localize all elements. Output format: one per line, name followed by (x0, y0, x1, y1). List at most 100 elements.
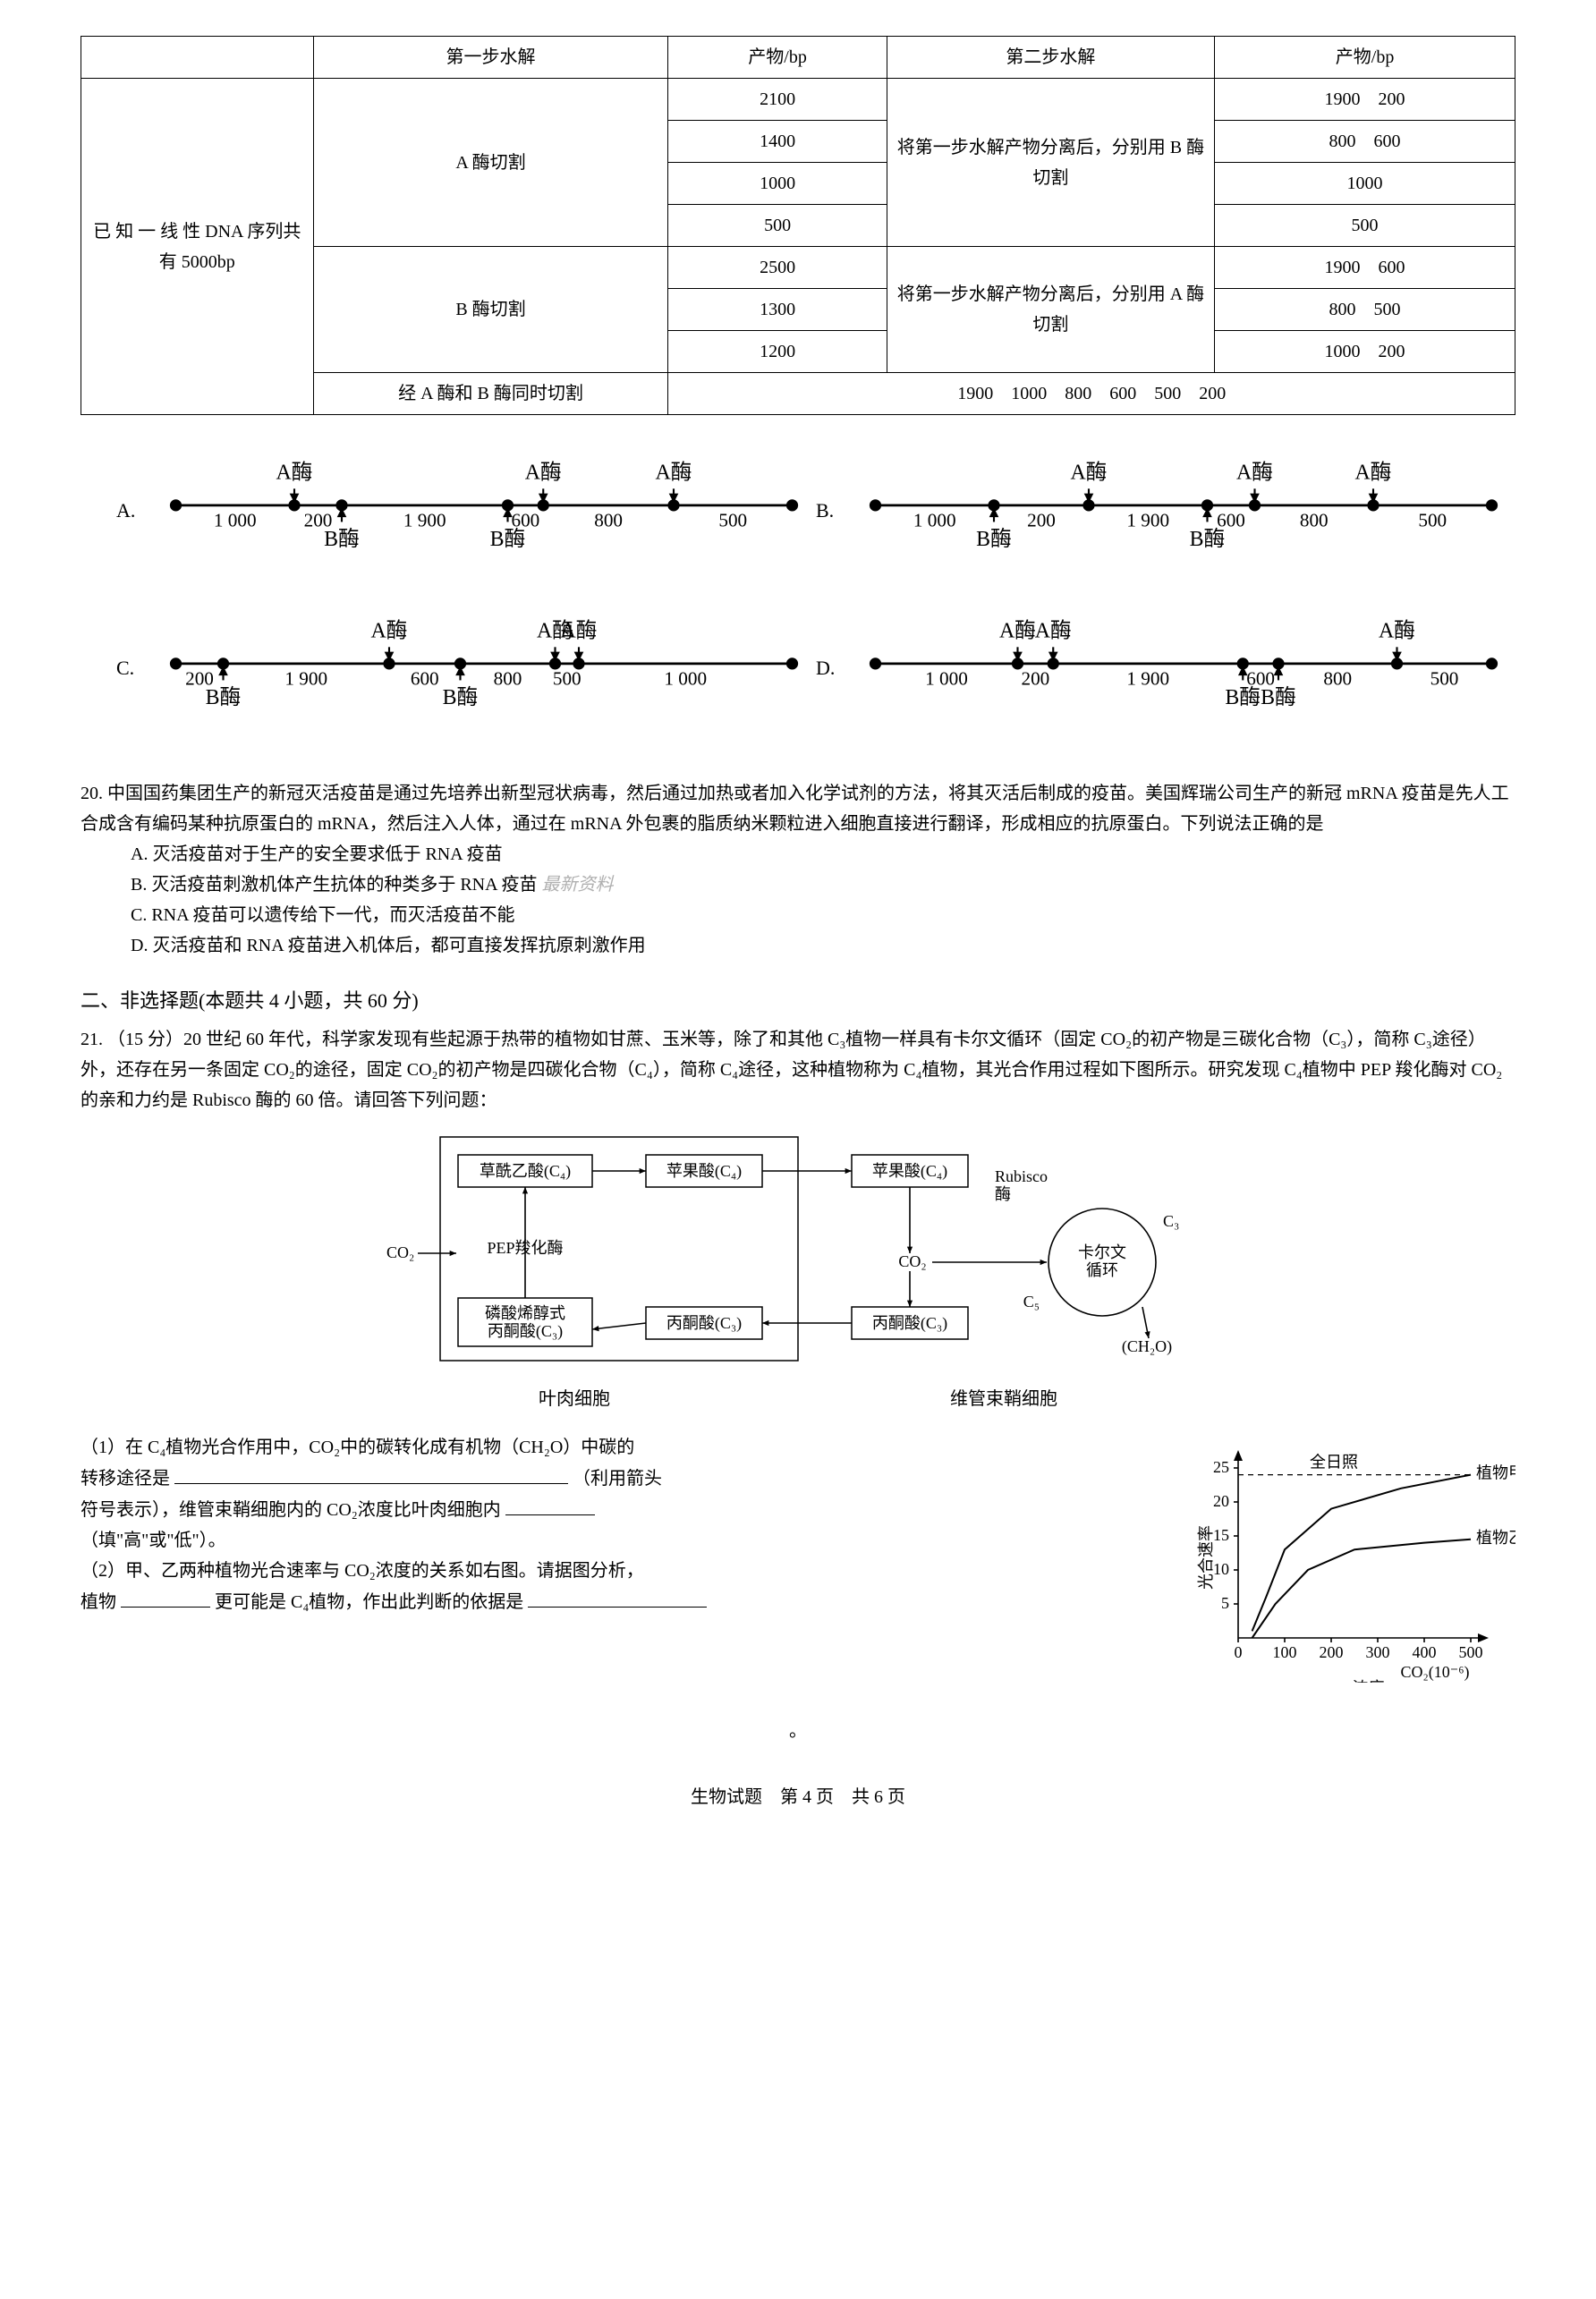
diagram-label: B. (816, 494, 852, 527)
svg-text:600: 600 (1246, 667, 1275, 689)
th-blank (81, 37, 314, 79)
q20-B: B. 灭活疫苗刺激机体产生抗体的种类多于 RNA 疫苗 最新资料 (131, 870, 1515, 900)
svg-text:A酶: A酶 (1070, 461, 1107, 485)
svg-text:100: 100 (1273, 1643, 1297, 1661)
c4-cap-right: 维管束鞘细胞 (950, 1384, 1057, 1414)
blank-pathway (174, 1463, 568, 1484)
svg-text:B酶: B酶 (443, 685, 479, 709)
svg-text:全日照: 全日照 (1310, 1453, 1358, 1471)
svg-text:0: 0 (1235, 1643, 1243, 1661)
svg-text:B酶: B酶 (976, 527, 1012, 551)
diagram-svg: A酶A酶A酶B酶B酶2001 9006008005001 000 (152, 598, 816, 739)
svg-text:1 000: 1 000 (925, 667, 968, 689)
svg-text:1 900: 1 900 (284, 667, 327, 689)
enzyme-map-options: A. A酶 A酶 A酶 B酶 B酶 1 000 200 1 900 600 800 500 B. A酶 A酶… (116, 440, 1515, 757)
q20-C: C. RNA 疫苗可以遗传给下一代，而灭活疫苗不能 (131, 900, 1515, 930)
b-p2-1: 800 500 (1215, 289, 1515, 331)
watermark-2: 最新资料 (541, 875, 613, 895)
svg-text:苹果酸(C₄): 苹果酸(C₄) (666, 1162, 742, 1181)
question-20: 20. 中国国药集团生产的新冠灭活疫苗是通过先培养出新型冠状病毒，然后通过加热或… (81, 778, 1515, 961)
q21-1b: 转移途径是 (81, 1469, 170, 1489)
svg-text:C₃: C₃ (1163, 1212, 1179, 1230)
svg-text:CO₂浓度: CO₂浓度 (1324, 1679, 1384, 1683)
svg-text:600: 600 (411, 667, 439, 689)
section-2-title: 二、非选择题(本题共 4 小题，共 60 分) (81, 984, 1515, 1017)
svg-text:800: 800 (494, 667, 522, 689)
svg-text:Rubisco: Rubisco (995, 1167, 1048, 1185)
q21-1c: （利用箭头 (573, 1469, 662, 1489)
c4-cap-left: 叶肉细胞 (539, 1384, 610, 1414)
b-p2-2: 1000 200 (1215, 331, 1515, 373)
svg-text:200: 200 (1027, 510, 1056, 531)
q21-text: （15 分）20 世纪 60 年代，科学家发现有些起源于热带的植物如甘蔗、玉米等… (81, 1030, 1502, 1110)
q21-1a: （1）在 C₄植物光合作用中，CO₂中的碳转化成有机物（CH₂O）中碳的 (81, 1438, 634, 1457)
a-p2-3: 500 (1215, 205, 1515, 247)
q21-1d: 符号表示），维管束鞘细胞内的 CO₂浓度比叶肉细胞内 (81, 1500, 501, 1520)
diagram-option-C: C.A酶A酶A酶B酶B酶2001 9006008005001 000 (116, 598, 816, 739)
svg-text:CO₂: CO₂ (386, 1243, 414, 1261)
svg-text:酶: 酶 (995, 1185, 1011, 1203)
diagram-label: D. (816, 651, 852, 684)
svg-text:CO₂(10⁻⁶): CO₂(10⁻⁶) (1400, 1663, 1469, 1682)
svg-text:200: 200 (1320, 1643, 1344, 1661)
th-prod1: 产物/bp (668, 37, 887, 79)
svg-text:1 900: 1 900 (403, 510, 446, 531)
combined-val: 1900 1000 800 600 500 200 (668, 373, 1515, 415)
svg-text:200: 200 (304, 510, 333, 531)
a-p1-3: 500 (668, 205, 887, 247)
diagram-option-B: B.A酶A酶A酶B酶B酶1 0002001 900600800500 (816, 440, 1515, 581)
a-p1-0: 2100 (668, 79, 887, 121)
b-step2: 将第一步水解产物分离后，分别用 A 酶切割 (887, 247, 1214, 373)
b-p2-0: 1900 600 (1215, 247, 1515, 289)
svg-text:500: 500 (1418, 510, 1447, 531)
th-prod2: 产物/bp (1215, 37, 1515, 79)
svg-text:15: 15 (1213, 1526, 1229, 1544)
svg-text:500: 500 (1459, 1643, 1483, 1661)
svg-text:C₅: C₅ (1023, 1293, 1040, 1311)
svg-text:800: 800 (1323, 667, 1352, 689)
svg-text:CO₂: CO₂ (898, 1252, 926, 1270)
svg-text:400: 400 (1413, 1643, 1437, 1661)
diagram-svg: A酶A酶A酶B酶B酶1 0002001 900600800500 (152, 440, 816, 581)
svg-text:A酶: A酶 (999, 618, 1036, 642)
diagram-label: C. (116, 651, 152, 684)
svg-text:A酶: A酶 (525, 461, 562, 485)
a-p1-2: 1000 (668, 163, 887, 205)
a-cut: A 酶切割 (313, 79, 668, 247)
svg-text:(CH₂O): (CH₂O) (1122, 1337, 1172, 1356)
svg-text:500: 500 (1430, 667, 1459, 689)
svg-text:1 900: 1 900 (1126, 667, 1169, 689)
svg-text:丙酮酸(C₃): 丙酮酸(C₃) (488, 1322, 563, 1341)
svg-text:600: 600 (1217, 510, 1245, 531)
q20-D: D. 灭活疫苗和 RNA 疫苗进入机体后，都可直接发挥抗原刺激作用 (131, 930, 1515, 961)
svg-text:1 900: 1 900 (1126, 510, 1169, 531)
svg-text:植物乙: 植物乙 (1476, 1529, 1515, 1547)
a-step2: 将第一步水解产物分离后，分别用 B 酶切割 (887, 79, 1214, 247)
svg-text:PEP羧化酶: PEP羧化酶 (487, 1239, 563, 1257)
page-footer: 生物试题 第 4 页 共 6 页 (81, 1782, 1515, 1812)
blank-plant (121, 1586, 210, 1608)
q20-num: 20. (81, 784, 103, 803)
svg-text:5: 5 (1221, 1594, 1229, 1612)
th-step2: 第二步水解 (887, 37, 1214, 79)
svg-text:植物甲: 植物甲 (1476, 1463, 1515, 1481)
svg-text:A酶: A酶 (1236, 461, 1273, 485)
diagram-label: A. (116, 494, 152, 527)
svg-text:A酶: A酶 (560, 618, 597, 642)
q21-1e: （填"高"或"低"）。 (81, 1531, 226, 1550)
q21-subtext: （1）在 C₄植物光合作用中，CO₂中的碳转化成有机物（CH₂O）中碳的 转移途… (81, 1432, 1176, 1617)
question-21: 21. （15 分）20 世纪 60 年代，科学家发现有些起源于热带的植物如甘蔗… (81, 1024, 1515, 1692)
svg-text:A酶: A酶 (370, 618, 407, 642)
svg-text:苹果酸(C₄): 苹果酸(C₄) (872, 1162, 947, 1181)
svg-text:丙酮酸(C₃): 丙酮酸(C₃) (872, 1314, 947, 1333)
b-p1-0: 2500 (668, 247, 887, 289)
c4-pathway-figure: 草酰乙酸(C₄)苹果酸(C₄)磷酸烯醇式丙酮酸(C₃)丙酮酸(C₃)苹果酸(C₄… (369, 1128, 1227, 1379)
trailing-dot: 。 (81, 1716, 1515, 1746)
blank-reason (528, 1586, 707, 1608)
svg-text:500: 500 (553, 667, 582, 689)
blank-highlow (505, 1494, 595, 1515)
svg-text:磷酸烯醇式: 磷酸烯醇式 (485, 1304, 565, 1322)
svg-text:循环: 循环 (1086, 1261, 1118, 1279)
svg-text:1 000: 1 000 (913, 510, 956, 531)
dna-label: 已 知 一 线 性 DNA 序列共有 5000bp (81, 79, 314, 415)
